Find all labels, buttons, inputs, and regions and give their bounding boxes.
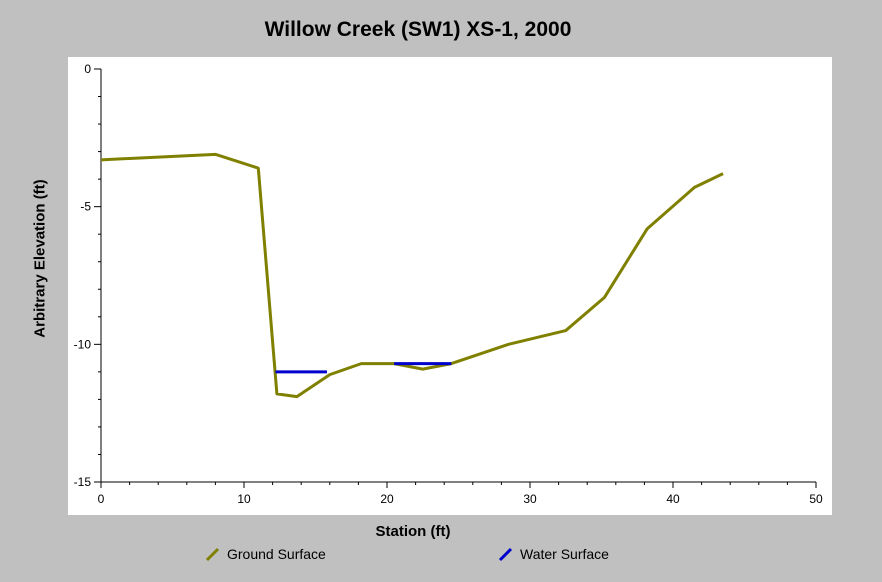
legend-ground-label: Ground Surface: [227, 546, 326, 562]
y-axis-title: Arbitrary Elevation (ft): [31, 179, 49, 338]
plot-area: [68, 57, 832, 515]
x-tick-label: 30: [523, 492, 537, 506]
x-tick-label: 50: [809, 492, 823, 506]
legend-ground-swatch: [205, 547, 220, 562]
chart-title: Willow Creek (SW1) XS-1, 2000: [264, 18, 572, 41]
x-tick-label: 10: [237, 492, 251, 506]
x-tick-label: 0: [98, 492, 105, 506]
x-ticks: 0 10 20 30 40 50: [98, 482, 823, 506]
x-axis-title: Station (ft): [375, 523, 451, 540]
legend-water-label: Water Surface: [520, 546, 609, 562]
y-ticks: 0 -5 -10 -15: [74, 62, 101, 489]
legend-ground-surface: Ground Surface: [205, 545, 326, 563]
legend-water-surface: Water Surface: [498, 545, 609, 563]
y-tick-label: -5: [80, 200, 91, 214]
ground-surface-line: [100, 152, 724, 399]
series-layer: [100, 152, 724, 399]
legend-water-swatch: [498, 547, 513, 562]
y-tick-label: -15: [74, 475, 92, 489]
x-tick-label: 20: [380, 492, 394, 506]
y-tick-label: -10: [74, 337, 92, 351]
x-tick-label: 40: [666, 492, 680, 506]
y-tick-label: 0: [84, 62, 91, 76]
